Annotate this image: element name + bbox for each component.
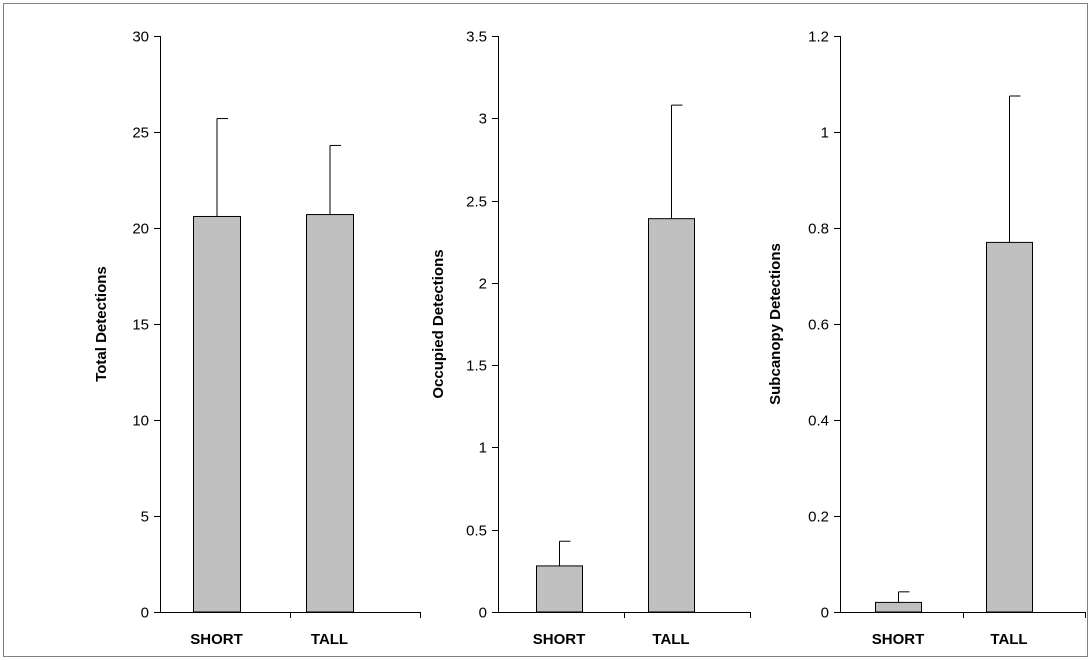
figure-frame	[3, 3, 1088, 657]
bar-tall	[648, 218, 695, 613]
y-tick-label: 0.4	[808, 413, 829, 430]
x-category-label: SHORT	[190, 631, 243, 648]
y-tick-label: 20	[132, 221, 149, 238]
chart-panel-2: 0 0.5 1 1.5 2 2.5 3 3.5 SHORT TALL Occupied Detect…	[430, 29, 751, 648]
y-tick-label: 2.5	[466, 194, 487, 211]
x-category-label: TALL	[311, 631, 348, 648]
y-tick-label: 1	[821, 125, 829, 142]
bar-tall	[306, 214, 354, 613]
y-tick-label: 0.6	[808, 317, 829, 334]
x-category-label: TALL	[990, 631, 1027, 648]
x-category-label: TALL	[652, 631, 689, 648]
y-tick-label: 0.2	[808, 509, 829, 526]
y-tick-label: 2	[479, 276, 487, 293]
y-tick-label: 25	[132, 125, 149, 142]
y-tick-label: 10	[132, 413, 149, 430]
y-tick-label: 1.2	[808, 29, 829, 46]
bar-short	[536, 565, 583, 613]
y-tick-label: 0	[141, 605, 149, 622]
bar-short	[193, 215, 241, 613]
chart-panel-3: 0 0.2 0.4 0.6 0.8 1 1.2 SHORT TALL Subcanopy Dete…	[767, 29, 1086, 648]
y-axis-title: Total Detections	[93, 266, 110, 382]
bar-tall	[986, 241, 1033, 613]
y-tick-label: 1	[479, 440, 487, 457]
y-tick-label: 15	[132, 317, 149, 334]
y-tick-label: 0	[821, 605, 829, 622]
y-tick-label: 1.5	[466, 358, 487, 375]
y-axis-title: Subcanopy Detections	[767, 243, 784, 405]
x-category-label: SHORT	[872, 631, 925, 648]
chart-panel-1: 0 5 10 15 20 25 30 SHORT TALL Total Detections	[93, 29, 421, 648]
y-tick-label: 0.8	[808, 221, 829, 238]
y-tick-label: 0.5	[466, 523, 487, 540]
y-tick-label: 5	[141, 509, 149, 526]
y-tick-label: 3	[479, 111, 487, 128]
y-tick-label: 3.5	[466, 29, 487, 46]
y-tick-label: 30	[132, 29, 149, 46]
y-axis-title: Occupied Detections	[430, 249, 447, 398]
bar-short	[875, 601, 922, 613]
x-category-label: SHORT	[533, 631, 586, 648]
y-tick-label: 0	[479, 605, 487, 622]
